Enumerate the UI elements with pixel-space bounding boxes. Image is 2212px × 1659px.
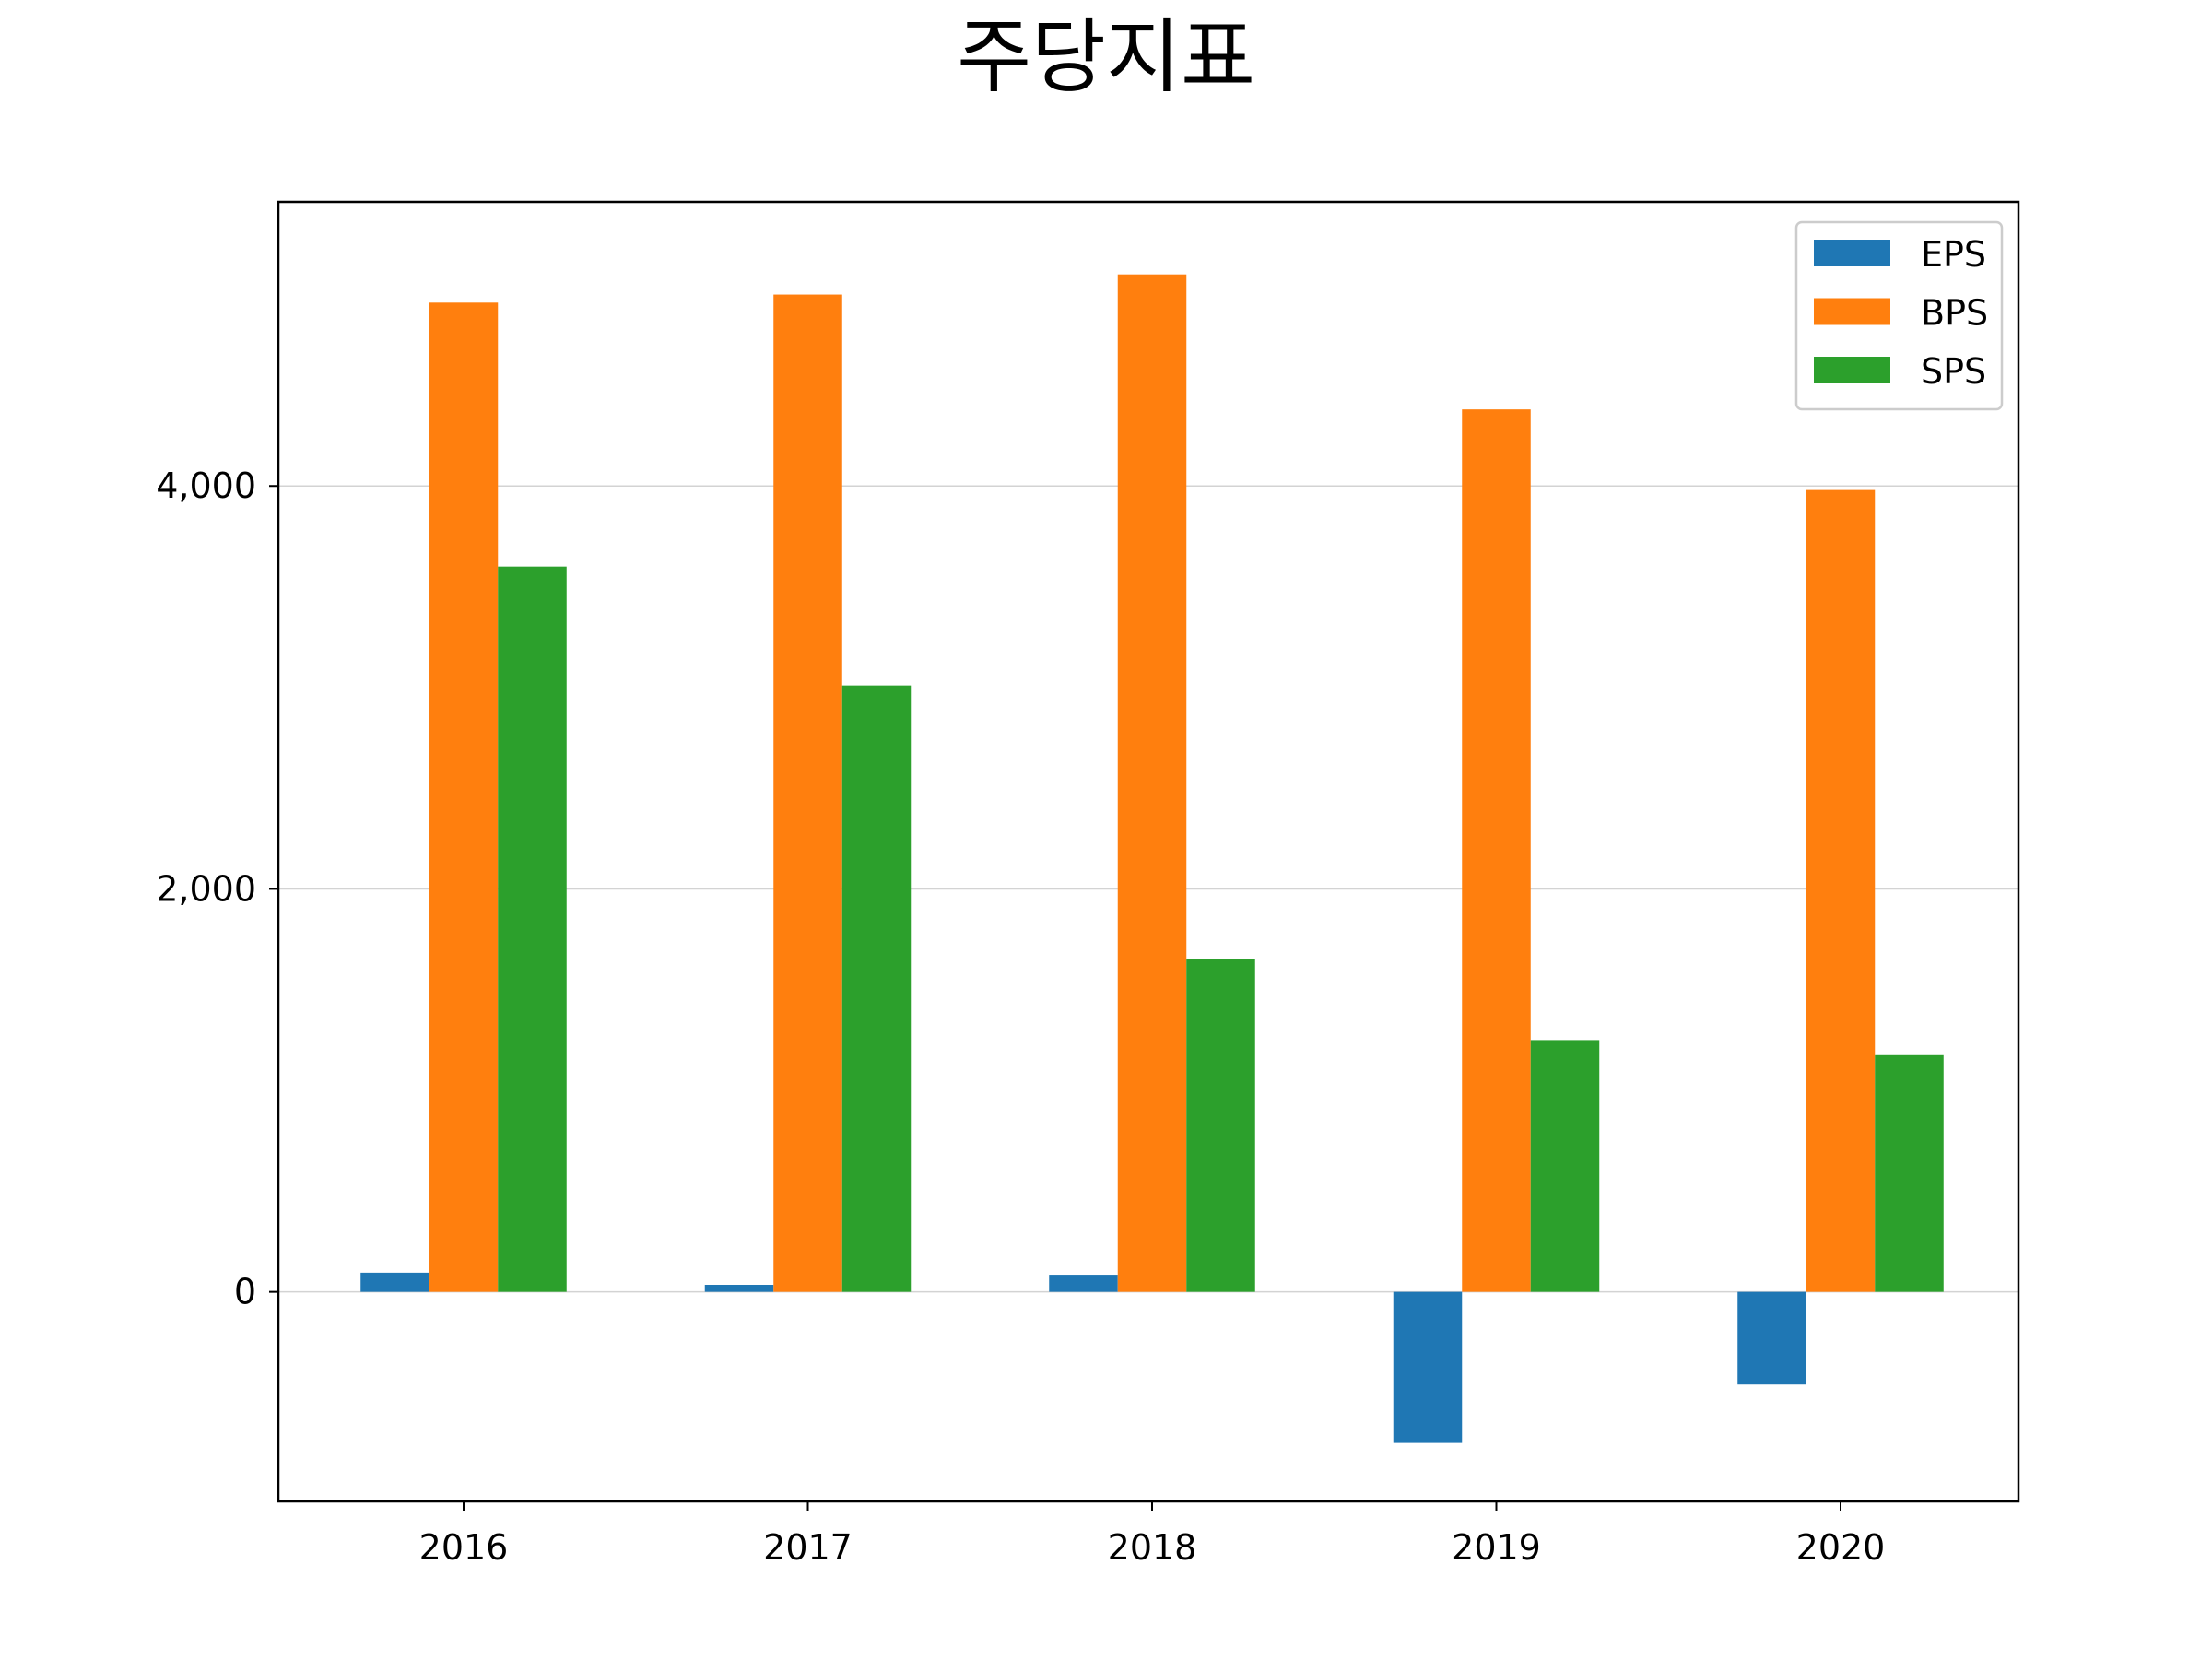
- legend-label-eps: EPS: [1921, 234, 1986, 275]
- legend-swatch-bps: [1814, 298, 1890, 325]
- x-tick-label-2020: 2020: [1796, 1527, 1886, 1568]
- bars: [360, 274, 1944, 1443]
- y-tick-label-2000: 2,000: [156, 868, 256, 909]
- x-tick-label-2019: 2019: [1452, 1527, 1541, 1568]
- bar-eps-2020: [1737, 1291, 1806, 1385]
- legend-label-bps: BPS: [1921, 293, 1988, 334]
- bar-bps-2017: [773, 294, 842, 1292]
- bar-eps-2018: [1049, 1275, 1118, 1292]
- legend-label-sps: SPS: [1921, 351, 1986, 392]
- bar-eps-2017: [704, 1285, 774, 1292]
- y-tick-label-0: 0: [234, 1272, 256, 1312]
- bar-sps-2017: [841, 685, 912, 1292]
- y-tick-label-4000: 4,000: [156, 465, 256, 506]
- x-tick-label-2017: 2017: [763, 1527, 853, 1568]
- bar-bps-2018: [1117, 274, 1187, 1292]
- legend[interactable]: EPS BPS SPS: [1794, 220, 2004, 411]
- bar-sps-2019: [1530, 1040, 1600, 1292]
- chart-title: 주당지표: [957, 9, 1255, 104]
- bar-eps-2019: [1393, 1291, 1463, 1443]
- x-axis: 2016 2017 2018 2019 2020: [419, 1501, 1886, 1568]
- x-tick-label-2016: 2016: [419, 1527, 509, 1568]
- y-axis: 0 2,000 4,000: [156, 465, 278, 1312]
- bar-bps-2016: [429, 302, 499, 1292]
- bar-sps-2020: [1875, 1054, 1944, 1292]
- bar-bps-2020: [1806, 489, 1876, 1292]
- bar-bps-2019: [1462, 409, 1531, 1292]
- bar-eps-2016: [360, 1272, 429, 1292]
- x-tick-label-2018: 2018: [1108, 1527, 1197, 1568]
- plot-area-frame: [276, 200, 2020, 1503]
- legend-swatch-sps: [1814, 357, 1890, 383]
- bar-sps-2018: [1186, 959, 1255, 1292]
- legend-swatch-eps: [1814, 240, 1890, 266]
- bar-sps-2016: [498, 566, 567, 1292]
